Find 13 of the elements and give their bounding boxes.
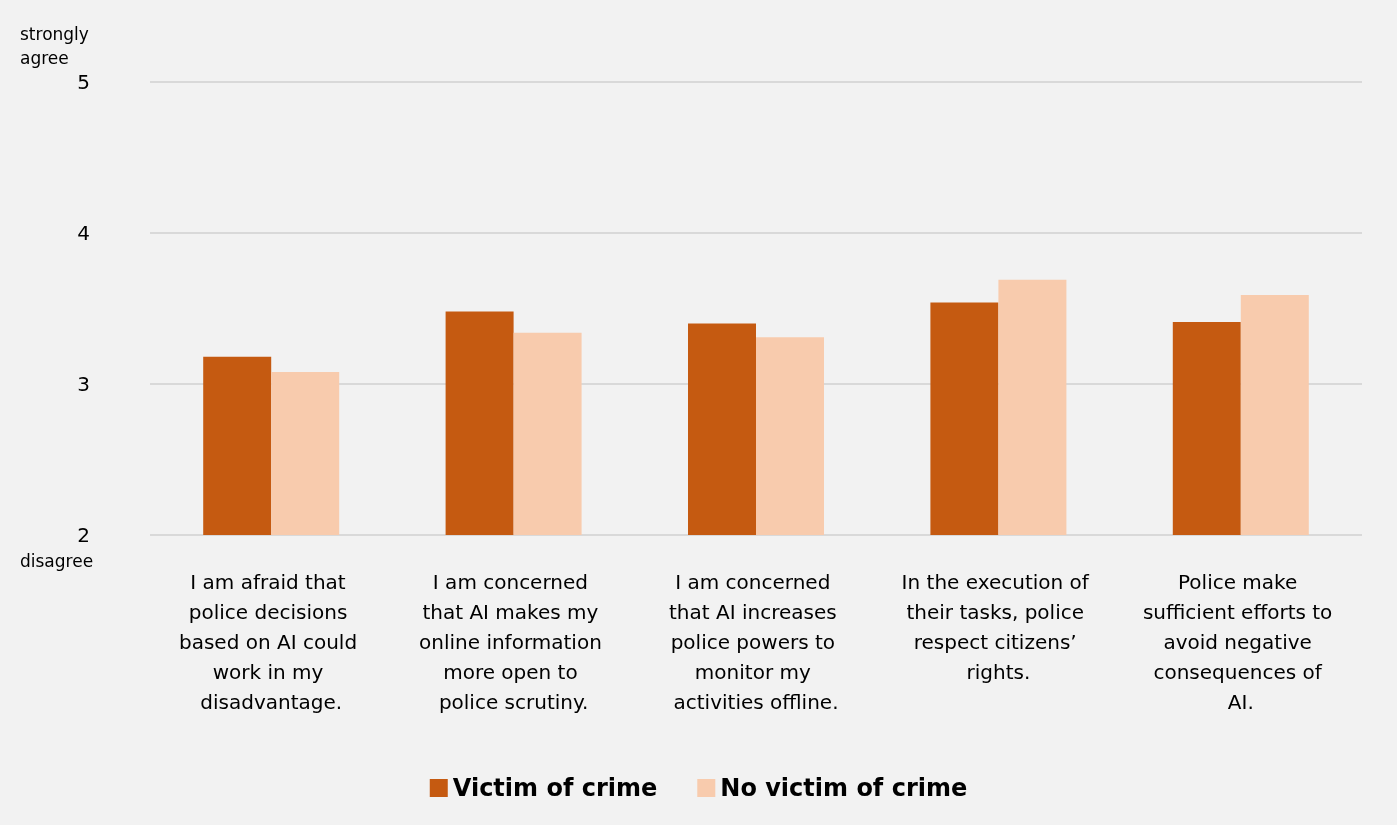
y-tick-label: 3 [77, 372, 90, 396]
legend-label: No victim of crime [720, 774, 968, 802]
text: strongly agree [20, 24, 89, 68]
x-tick-label: In the execution of their tasks, police respect citizens’ rights. [901, 570, 1096, 684]
y-tick-label: 2 [77, 523, 90, 547]
y-tick-label: 5 [77, 70, 90, 94]
legend-label: Victim of crime [452, 774, 658, 802]
x-tick-label: I am concerned that AI increases police powers to monitor my activities offline. [669, 570, 843, 714]
x-tick-label: Police make sufficient efforts to avoid negative consequences of AI. [1142, 570, 1339, 714]
y-tick-label: 4 [77, 221, 90, 245]
x-tick-label: I am concerned that AI makes my online information more open to police scrutiny. [419, 570, 609, 714]
text: disagree [20, 551, 94, 571]
x-tick-label: I am afraid that police decisions based on AI could work in my disadvantage. [178, 570, 364, 714]
